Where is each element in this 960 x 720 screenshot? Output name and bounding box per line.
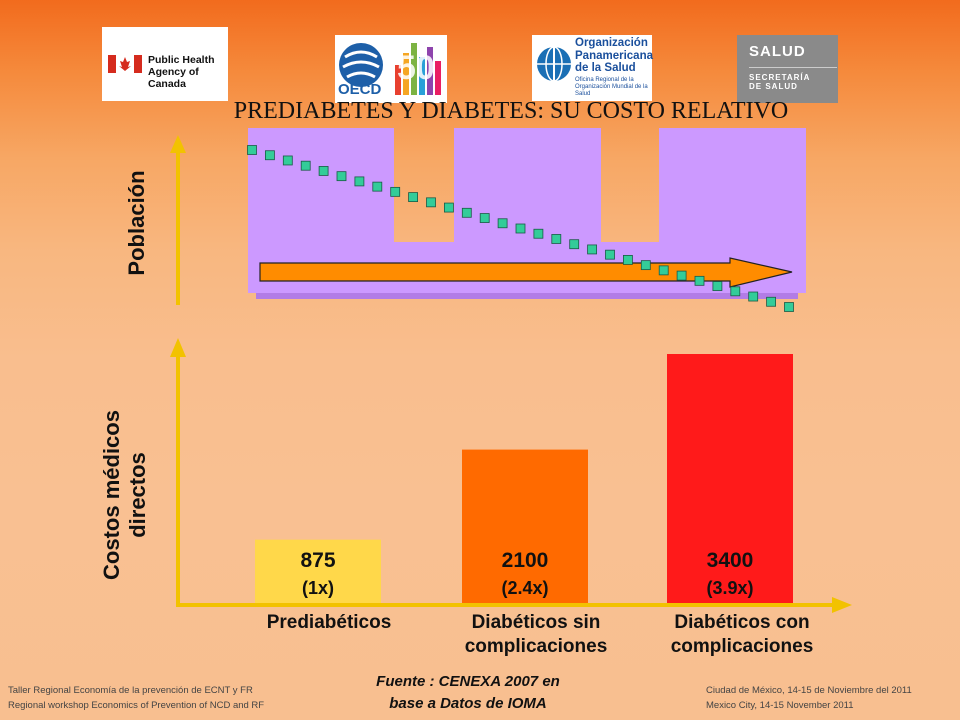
oecd-number: 50 [397,49,435,87]
category-label-line: Diabéticos con [674,612,810,633]
cost-ratio-label: (2.4x) [501,578,548,598]
trend-point [676,270,687,281]
phac-line2: Agency of Canada [148,66,199,90]
cost-ratio-label: (1x) [302,578,334,598]
footer-left-line1: Taller Regional Economía de la prevenció… [8,685,253,696]
population-axis-label: Población [124,170,149,276]
cost-chart: 875 (1x) 2100 (2.4x) 3400 (3.9x) [170,338,852,613]
trend-point [640,260,651,271]
category-label-con-complicaciones: Diabéticos con complicaciones [671,611,814,659]
category-label-sin-complicaciones: Diabéticos sin complicaciones [465,611,608,659]
trend-point [605,249,615,260]
trend-point [461,207,472,218]
trend-point [408,192,419,203]
cost-value-label: 2100 [502,549,549,572]
trend-point [784,302,794,312]
canada-flag-icon [108,55,142,73]
population-y-axis-arrowhead [170,135,186,153]
category-label-prediabeticos: Prediabéticos [267,611,392,635]
ops-emblem-icon [537,44,571,84]
secretaria-de-salud-logo: SALUD SECRETARÍA DE SALUD [737,35,838,103]
ops-line3: de la Salud [575,62,636,74]
trend-point [443,202,454,213]
trend-point [658,265,669,276]
ops-sub1: Oficina Regional de la [575,77,634,83]
trend-point [694,275,705,286]
trend-point [354,176,365,187]
population-base-shadow [256,293,798,299]
category-label-line: Diabéticos sin [471,612,601,633]
footer-left: Taller Regional Economía de la prevenció… [8,683,264,713]
public-health-agency-canada-logo: Public Health Agency of Canada [102,27,228,101]
cost-value-label: 875 [300,549,335,572]
trend-point [766,296,776,307]
trend-point [515,223,526,234]
trend-point [372,181,383,192]
cost-bar [462,449,588,604]
source-line1: Fuente : CENEXA 2007 en [376,673,560,690]
trend-point [748,291,759,302]
category-label-line: Prediabéticos [266,612,392,633]
category-label-line: complicaciones [464,636,608,657]
trend-point [587,244,597,255]
cost-axis-label-line: Costos médicos [99,410,124,580]
population-area [248,128,806,293]
trend-point [712,281,723,291]
ops-line1: Organización [575,37,648,49]
trend-point [479,213,490,223]
population-arrow [259,257,793,288]
page-title: PREDIABETES Y DIABETES: SU COSTO RELATIV… [233,98,789,124]
salud-line2: SECRETARÍA [749,73,811,82]
category-label-line: complicaciones [670,636,814,657]
ops-oms-logo: Organización Panamericana de la Salud Of… [532,35,653,101]
trend-point [623,254,633,265]
cost-x-axis-arrowhead [832,597,852,613]
trend-point [264,150,275,161]
source-note: Fuente : CENEXA 2007 en base a Datos de … [340,671,596,715]
footer-right-line1: Ciudad de México, 14-15 de Noviembre del… [706,685,912,696]
salud-line1: SALUD [749,43,806,60]
cost-y-axis-arrowhead [170,338,186,357]
footer-right: Ciudad de México, 14-15 de Noviembre del… [706,683,912,713]
ops-line2: Panamericana [575,49,653,62]
population-chart [170,128,806,312]
trend-point [390,186,401,197]
trend-point [551,234,562,244]
footer-right-line2: Mexico City, 14-15 November 2011 [706,700,854,711]
trend-point [300,160,311,171]
trend-point [730,286,741,297]
population-trend-points [247,145,794,312]
trend-point [247,145,257,155]
oecd-50-logo: OECD 50 [335,35,447,103]
trend-point [282,155,293,166]
oecd-globe-icon [339,43,441,95]
trend-point [426,197,436,208]
trend-point [497,218,508,229]
cost-bar [255,539,381,604]
trend-point [533,228,544,239]
trend-point [336,171,347,182]
trend-point [569,239,580,250]
ops-sub2: Organización Mundial de la Salud [575,84,648,97]
cost-ratio-label: (3.9x) [706,578,753,598]
footer-left-line2: Regional workshop Economics of Preventio… [8,700,265,711]
salud-line3: DE SALUD [749,82,798,91]
cost-bar [667,354,793,604]
oecd-text: OECD [338,81,382,98]
cost-axis-label: Costos médicos directos [99,410,151,580]
source-line2: base a Datos de IOMA [389,695,547,712]
trend-point [318,166,329,176]
cost-value-label: 3400 [707,549,754,572]
phac-line1: Public Health [148,54,215,66]
cost-axis-label-line: directos [125,452,150,538]
